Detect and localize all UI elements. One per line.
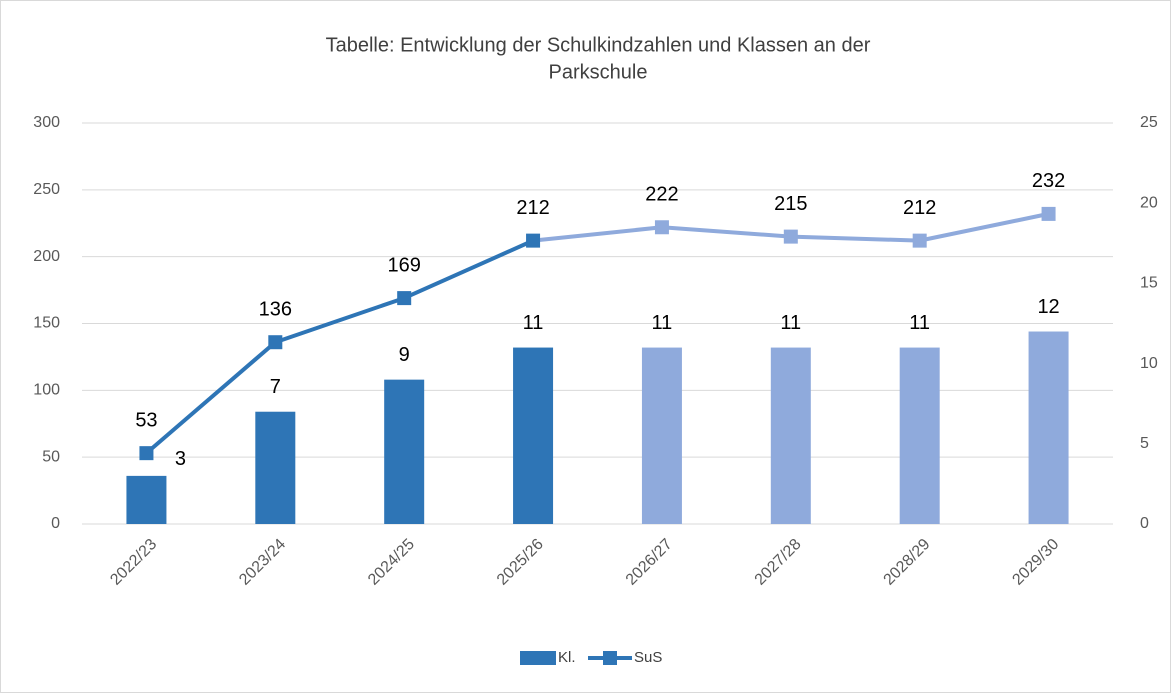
data-label: 12 — [1037, 296, 1059, 318]
line-marker — [783, 229, 798, 244]
legend-label: Kl. — [558, 649, 576, 666]
data-label: 11 — [780, 312, 801, 334]
line-segment — [144, 340, 278, 456]
line-marker — [268, 335, 283, 350]
bar — [513, 347, 554, 524]
bar — [384, 379, 425, 524]
line-marker — [526, 233, 541, 248]
legend-label: SuS — [634, 649, 662, 666]
line-segment — [917, 211, 1051, 243]
data-label: 212 — [903, 197, 936, 219]
data-label: 215 — [774, 193, 807, 215]
bar — [126, 475, 167, 524]
line-marker — [1041, 206, 1056, 221]
bar — [641, 347, 682, 524]
data-label: 11 — [523, 312, 544, 334]
y2-tick-label: 10 — [1140, 355, 1158, 372]
line-segment — [402, 238, 536, 301]
y-tick-label: 250 — [33, 181, 60, 198]
line-segment — [659, 225, 793, 239]
line-marker — [654, 220, 669, 235]
y-tick-label: 200 — [33, 248, 60, 265]
y-tick-label: 150 — [33, 315, 60, 332]
data-label: 11 — [652, 312, 673, 334]
bar — [255, 411, 296, 524]
bar — [1028, 331, 1069, 524]
y2-tick-label: 0 — [1140, 515, 1149, 532]
data-label: 9 — [399, 344, 410, 366]
line-segment — [531, 225, 664, 243]
chart-title: Parkschule — [549, 61, 648, 83]
line-marker — [912, 233, 927, 248]
line-segment — [788, 234, 922, 243]
data-label: 136 — [259, 298, 292, 320]
data-label: 11 — [909, 312, 930, 334]
y-tick-label: 100 — [33, 382, 60, 399]
legend-swatch — [520, 651, 556, 665]
chart-title: Tabelle: Entwicklung der Schulkindzahlen… — [326, 34, 871, 56]
y-tick-label: 0 — [51, 515, 60, 532]
y-tick-label: 50 — [42, 448, 60, 465]
legend-swatch — [603, 651, 617, 665]
line-marker — [139, 446, 154, 461]
line-marker — [397, 291, 412, 306]
data-label: 232 — [1032, 170, 1065, 192]
data-label: 53 — [135, 409, 157, 431]
y-tick-label: 300 — [33, 114, 60, 131]
bar — [899, 347, 940, 524]
data-label: 7 — [270, 376, 281, 398]
y2-tick-label: 20 — [1140, 194, 1158, 211]
data-label: 169 — [388, 254, 421, 276]
bar — [770, 347, 811, 524]
data-label: 3 — [175, 448, 186, 470]
data-label: 212 — [516, 197, 549, 219]
y2-tick-label: 5 — [1140, 435, 1149, 452]
line-segment — [273, 296, 407, 345]
y2-tick-label: 15 — [1140, 275, 1158, 292]
data-label: 222 — [645, 184, 678, 206]
y2-tick-label: 25 — [1140, 114, 1158, 131]
